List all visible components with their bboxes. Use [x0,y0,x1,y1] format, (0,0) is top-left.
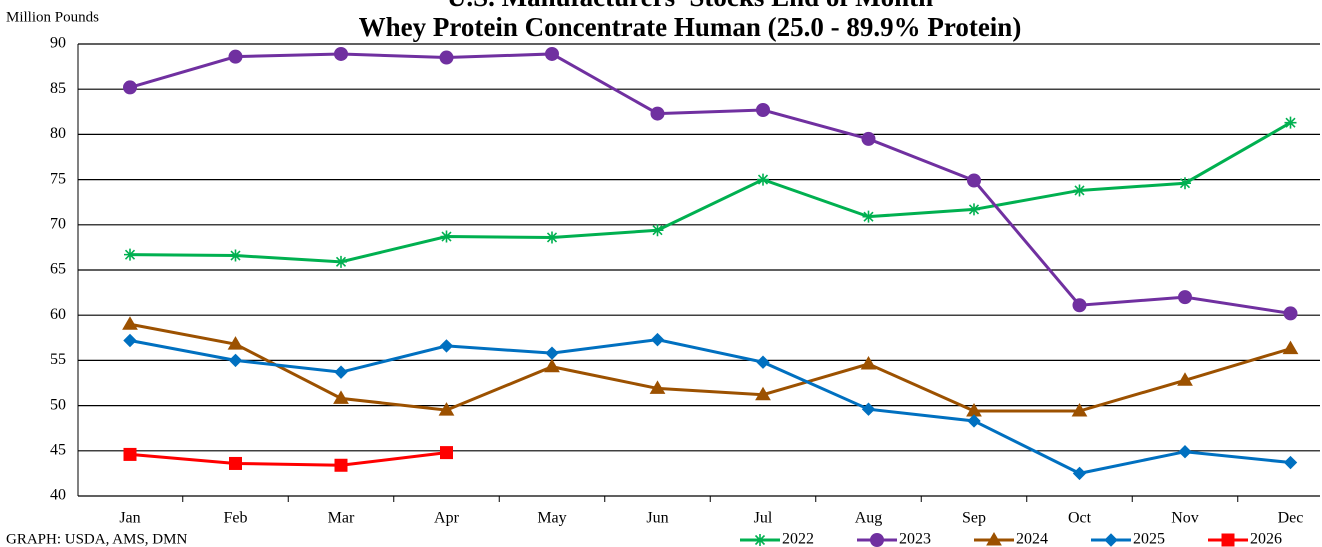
legend-marker [1104,533,1118,547]
source: GRAPH: USDA, AMS, DMN [6,531,187,547]
x-tick-label: May [537,510,566,527]
point [1179,177,1191,190]
x-tick-label: Apr [434,510,460,527]
point [335,255,347,268]
point [545,346,559,360]
point [227,336,244,350]
point [649,380,666,394]
point [228,49,243,64]
point [967,173,981,188]
point [1283,306,1298,321]
point [228,353,243,368]
legend-marker [1221,533,1235,547]
y-tick-label: 70 [50,215,66,232]
point [650,106,665,121]
point [1073,184,1086,197]
x-tick-label: Jan [119,510,140,527]
legend-label: 2024 [1016,531,1048,547]
point [123,447,137,461]
series-line [129,451,447,467]
y-tick-label: 65 [50,261,66,278]
y-tick-label: 90 [50,35,66,52]
point [1283,455,1298,470]
series-line [129,121,1292,264]
point [123,80,137,95]
point [1282,340,1299,355]
point [438,402,455,416]
point [861,131,876,146]
point [651,224,664,237]
point [756,102,770,117]
point [334,365,348,379]
x-tick-label: Dec [1278,510,1304,527]
legend-label: 2022 [782,531,814,547]
legend-label: 2026 [1250,531,1282,547]
point [968,203,980,216]
legend-marker [754,534,766,546]
point [333,390,349,404]
point [334,458,348,472]
point [1072,466,1087,481]
point [1071,403,1088,417]
y-tick-label: 45 [50,441,66,458]
series-line [129,322,1291,413]
point [440,446,453,460]
x-tick-label: Feb [224,510,248,527]
point [122,316,138,330]
x-tick-label: Jul [754,510,773,527]
y-tick-label: 80 [50,125,66,142]
point [861,402,876,416]
point [755,386,771,401]
y-tick-label: 60 [50,306,66,323]
point [334,46,348,61]
chart-subtitle: Whey Protein Concentrate Human (25.0 - 8… [359,12,1022,42]
legend-label: 2025 [1133,531,1165,547]
x-tick-label: Oct [1068,510,1092,527]
point [546,231,558,244]
y-tick-label: 50 [50,396,66,413]
point [124,248,136,261]
point [1072,298,1087,313]
point [1284,116,1297,129]
point [545,46,559,61]
x-tick-label: Jun [646,510,668,527]
x-tick-label: Sep [962,510,986,527]
point [123,333,137,348]
x-tick-label: Aug [855,510,883,527]
series-line [129,338,1291,475]
x-tick-label: Nov [1171,510,1199,527]
point [439,50,454,65]
x-tick-label: Mar [328,510,355,527]
legend-marker [870,533,884,547]
y-tick-label: 55 [50,351,66,368]
legend-label: 2023 [899,531,931,547]
y-axis-label: Million Pounds [6,9,99,25]
point [439,339,454,353]
point [544,358,560,373]
point [1178,290,1192,305]
point [1177,372,1193,386]
point [967,414,981,428]
point [862,210,875,223]
point [229,249,242,262]
point [1178,444,1192,459]
series-line [129,52,1291,315]
point [757,173,769,186]
y-tick-label: 75 [50,170,66,187]
point [229,456,242,470]
point [860,356,877,370]
point [650,332,665,347]
legend-marker [986,532,1002,546]
y-tick-label: 85 [50,80,66,97]
point [756,355,770,369]
y-tick-label: 40 [50,487,66,504]
chart-title: U.S. Manufacturers' Stocks End of Month [447,0,933,12]
point [440,230,453,243]
